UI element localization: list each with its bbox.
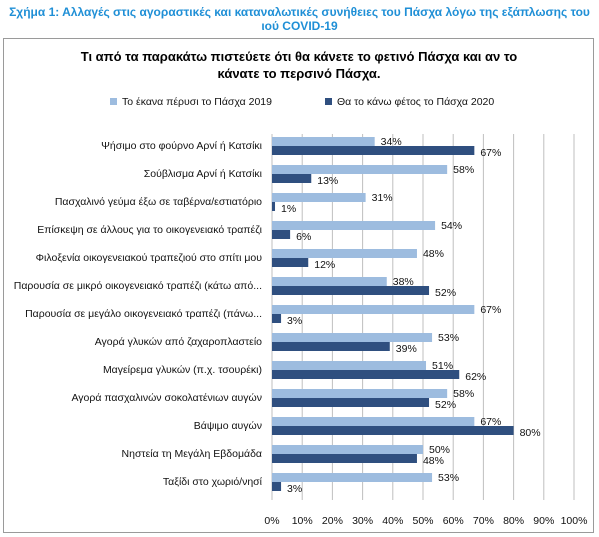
data-label-2020: 13% <box>317 175 338 187</box>
chart-legend: Το έκανα πέρυσι το Πάσχα 2019 Θα το κάνω … <box>110 96 494 108</box>
data-label-2019: 48% <box>423 248 444 260</box>
legend-swatch-2 <box>325 98 332 105</box>
category-label: Πασχαλινό γεύμα έξω σε ταβέρνα/εστιατόρι… <box>55 196 262 208</box>
data-label-2020: 52% <box>435 399 456 411</box>
x-tick-label: 20% <box>322 515 343 527</box>
bar-2019 <box>272 249 417 258</box>
category-label: Αγορά πασχαλινών σοκολατένιων αυγών <box>71 392 262 404</box>
category-label: Βάψιμο αυγών <box>194 420 262 432</box>
data-label-2020: 67% <box>480 147 501 159</box>
data-label-2020: 12% <box>314 259 335 271</box>
figure-caption-line-1: Σχήμα 1: Αλλαγές στις αγοραστικές και κα… <box>9 5 590 19</box>
bar-2019 <box>272 473 433 482</box>
data-label-2019: 50% <box>429 444 450 456</box>
category-label: Αγορά γλυκών από ζαχαροπλαστείο <box>95 336 262 348</box>
legend-label-1: Το έκανα πέρυσι το Πάσχα 2019 <box>122 96 272 108</box>
figure-caption-line-2: ιού COVID-19 <box>261 19 338 33</box>
category-label: Παρουσία σε μεγάλο οικογενειακό τραπέζι … <box>25 308 262 320</box>
x-tick-label: 10% <box>292 515 313 527</box>
bar-2020 <box>272 314 282 323</box>
bar-2020 <box>272 174 312 183</box>
bar-2020 <box>272 286 430 295</box>
legend-label-2: Θα το κάνω φέτος το Πάσχα 2020 <box>337 96 494 108</box>
legend-swatch-1 <box>110 98 117 105</box>
bars: 34% 67% 58% 13% 31% 1% 54% 6% 48% 12% 38% 52% 67% 3% 5… <box>272 136 541 495</box>
bar-2019 <box>272 361 427 370</box>
data-label-2019: 54% <box>441 220 462 232</box>
data-label-2020: 6% <box>296 231 311 243</box>
data-label-2019: 51% <box>432 360 453 372</box>
category-label: Ταξίδι στο χωριό/νησί <box>163 476 263 488</box>
x-tick-label: 50% <box>412 515 433 527</box>
data-label-2019: 53% <box>438 332 459 344</box>
chart-title-line-2: κάνατε το περσινό Πάσχα. <box>218 66 381 81</box>
bar-2020 <box>272 202 276 211</box>
bar-2020 <box>272 398 430 407</box>
data-label-2020: 39% <box>396 343 417 355</box>
data-label-2019: 34% <box>381 136 402 148</box>
bar-2019 <box>272 193 366 202</box>
data-label-2020: 48% <box>423 455 444 467</box>
category-label: Νηστεία τη Μεγάλη Εβδομάδα <box>122 448 262 460</box>
bar-2020 <box>272 370 460 379</box>
bar-2019 <box>272 417 475 426</box>
bar-2019 <box>272 137 375 146</box>
bar-2019 <box>272 333 433 342</box>
data-label-2019: 38% <box>393 276 414 288</box>
data-label-2020: 80% <box>520 427 541 439</box>
category-label: Ψήσιμο στο φούρνο Αρνί ή Κατσίκι <box>101 140 262 152</box>
data-label-2020: 3% <box>287 315 302 327</box>
x-axis-ticks: 0% 10% 20% 30% 40% 50% 60% 70% 80% 90% 100% <box>264 515 587 527</box>
x-tick-label: 70% <box>473 515 494 527</box>
data-label-2019: 53% <box>438 472 459 484</box>
bar-2020 <box>272 230 291 239</box>
bar-2019 <box>272 165 448 174</box>
x-tick-label: 30% <box>352 515 373 527</box>
data-label-2019: 31% <box>372 192 393 204</box>
x-tick-label: 40% <box>382 515 403 527</box>
data-label-2020: 3% <box>287 483 302 495</box>
bar-2019 <box>272 221 436 230</box>
data-label-2019: 58% <box>453 164 474 176</box>
data-label-2020: 62% <box>465 371 486 383</box>
x-tick-label: 90% <box>533 515 554 527</box>
category-label: Σούβλισμα Αρνί ή Κατσίκι <box>144 168 263 180</box>
category-labels: Ψήσιμο στο φούρνο Αρνί ή Κατσίκι Σούβλισμ… <box>14 140 263 488</box>
x-tick-label: 0% <box>264 515 279 527</box>
x-tick-label: 80% <box>503 515 524 527</box>
bar-2020 <box>272 258 309 267</box>
bar-2020 <box>272 482 282 491</box>
chart-frame <box>3 38 594 533</box>
figure-caption: Σχήμα 1: Αλλαγές στις αγοραστικές και κα… <box>0 5 599 33</box>
chart-title-line-1: Τι από τα παρακάτω πιστεύετε ότι θα κάνε… <box>81 49 518 64</box>
bar-2020 <box>272 454 417 463</box>
category-label: Φιλοξενία οικογενειακού τραπεζιού στο σπ… <box>36 252 263 264</box>
bar-2019 <box>272 305 475 314</box>
data-label-2020: 1% <box>281 203 296 215</box>
category-label: Παρουσία σε μικρό οικογενειακό τραπέζι (… <box>14 280 262 292</box>
category-label: Επίσκεψη σε άλλους για το οικογενειακό τ… <box>37 224 262 236</box>
bar-2020 <box>272 426 514 435</box>
bar-2020 <box>272 146 475 155</box>
category-label: Μαγείρεμα γλυκών (π.χ. τσουρέκι) <box>103 364 262 376</box>
x-tick-label: 100% <box>561 515 588 527</box>
bar-2019 <box>272 445 423 454</box>
chart-title: Τι από τα παρακάτω πιστεύετε ότι θα κάνε… <box>81 49 518 81</box>
bar-2019 <box>272 389 448 398</box>
bar-2020 <box>272 342 390 351</box>
data-label-2019: 58% <box>453 388 474 400</box>
data-label-2020: 52% <box>435 287 456 299</box>
x-tick-label: 60% <box>443 515 464 527</box>
bar-2019 <box>272 277 387 286</box>
data-label-2019: 67% <box>480 416 501 428</box>
data-label-2019: 67% <box>480 304 501 316</box>
